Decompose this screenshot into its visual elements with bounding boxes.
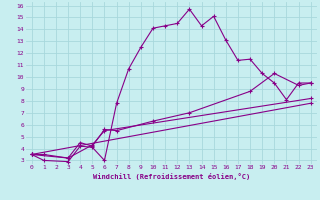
X-axis label: Windchill (Refroidissement éolien,°C): Windchill (Refroidissement éolien,°C) (92, 173, 250, 180)
